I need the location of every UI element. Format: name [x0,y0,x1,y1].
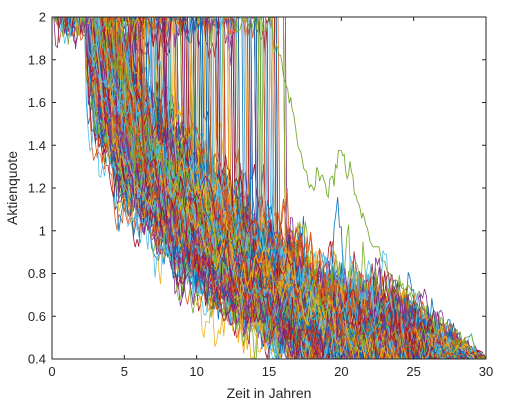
series-line-outlier [196,17,486,359]
series-line [52,17,486,359]
x-tick-label: 10 [189,364,203,379]
series-line [52,17,486,359]
series-line [52,17,486,359]
y-axis-label: Aktienquote [4,151,20,225]
series-line [52,17,486,359]
series-line [52,17,486,359]
series-line [52,17,486,359]
x-tick-label: 20 [334,364,348,379]
series-line [52,17,486,359]
y-tick-label: 0.4 [28,352,46,367]
x-tick-label: 30 [479,364,493,379]
y-tick-label: 0.6 [28,309,46,324]
y-tick-label: 1.4 [28,138,46,153]
y-tick-label: 1.2 [28,181,46,196]
series-line [52,17,486,359]
y-tick-label: 1.8 [28,52,46,67]
series-line [52,17,486,359]
series-line [52,17,486,359]
ticks-group: 0 5 10 15 20 25 30 0.4 0.6 0.8 1 1.2 1.4 1.6 1.8 2 [28,10,493,380]
y-tick-label: 2 [39,10,46,25]
x-tick-label: 0 [48,364,55,379]
y-tick-label: 1 [39,223,46,238]
series-line [52,17,486,359]
series-line [52,17,486,359]
x-tick-label: 15 [262,364,276,379]
y-tick-label: 0.8 [28,266,46,281]
series-line [52,17,486,359]
series-group [52,17,486,359]
x-axis-label: Zeit in Jahren [227,385,312,401]
y-tick-label: 1.6 [28,95,46,110]
series-line [52,17,486,359]
x-tick-label: 5 [121,364,128,379]
x-tick-label: 25 [406,364,420,379]
